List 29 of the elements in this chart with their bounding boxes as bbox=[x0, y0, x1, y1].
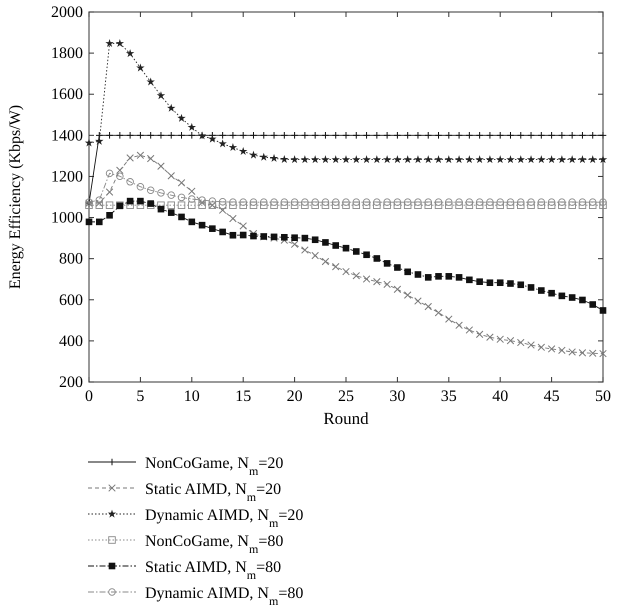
y-tick-label: 2000 bbox=[51, 4, 83, 21]
x-tick-label: 40 bbox=[492, 388, 508, 405]
legend-label: Static AIMD, N$_{m}$=20 bbox=[145, 481, 282, 504]
x-tick-label: 35 bbox=[440, 388, 457, 405]
y-tick-label: 1000 bbox=[51, 210, 83, 227]
legend-label: NonCoGame, N$_{m}$=80 bbox=[145, 533, 284, 556]
legend-label: Dynamic AIMD, N$_{m}$=80 bbox=[145, 585, 304, 608]
x-tick-label: 45 bbox=[544, 388, 560, 405]
x-tick-label: 30 bbox=[389, 388, 406, 405]
x-tick-label: 50 bbox=[595, 388, 611, 405]
y-tick-label: 1800 bbox=[51, 45, 83, 62]
x-tick-label: 0 bbox=[85, 388, 93, 405]
x-tick-label: 10 bbox=[184, 388, 200, 405]
y-tick-label: 1200 bbox=[51, 168, 83, 186]
y-tick-label: 200 bbox=[59, 374, 83, 391]
legend-label: NonCoGame, N$_{m}$=20 bbox=[145, 455, 284, 478]
legend-label: Dynamic AIMD, N$_{m}$=20 bbox=[145, 507, 304, 530]
x-axis-title: Round bbox=[323, 409, 370, 428]
legend-label: Static AIMD, N$_{m}$=80 bbox=[145, 559, 282, 582]
y-tick-label: 400 bbox=[59, 332, 83, 350]
y-tick-label: 800 bbox=[59, 250, 83, 268]
x-tick-label: 5 bbox=[136, 388, 144, 405]
y-axis-title: Energy Efficiency (Kbps/W) bbox=[7, 104, 24, 290]
x-tick-label: 20 bbox=[286, 388, 303, 405]
y-tick-label: 1600 bbox=[51, 86, 83, 104]
x-tick-label: 25 bbox=[338, 388, 354, 405]
y-tick-label: 600 bbox=[59, 292, 83, 309]
x-tick-label: 15 bbox=[235, 388, 252, 405]
y-tick-label: 1400 bbox=[51, 127, 83, 144]
